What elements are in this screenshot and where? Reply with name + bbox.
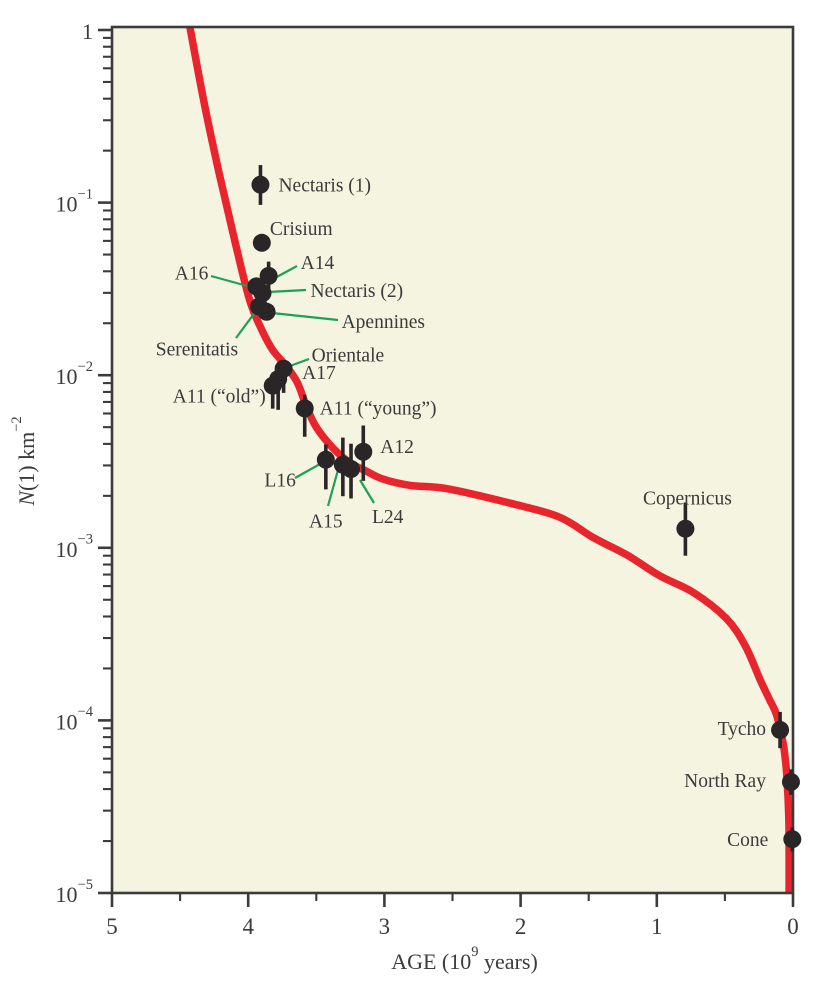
point-group-a11-young: [295, 394, 314, 437]
l24-point: [342, 460, 361, 479]
orientale-label: Orientale: [312, 345, 385, 366]
nectaris-1-label: Nectaris (1): [278, 175, 371, 196]
cone-point: [783, 830, 802, 849]
point-group-a14: [259, 261, 298, 292]
point-group-nectaris-1: [251, 165, 270, 205]
a11-young-point: [295, 399, 314, 418]
axis-ticks: [98, 28, 795, 907]
serenitatis-leader-line: [235, 310, 257, 339]
point-group-copernicus: [676, 502, 695, 556]
plot-border: [110, 25, 795, 895]
north-ray-label: North Ray: [684, 770, 766, 791]
x-axis-title: AGE (109 years): [391, 944, 538, 974]
l16-point: [316, 450, 335, 469]
x-tick-label: 3: [379, 914, 391, 939]
point-group-a11-old: [263, 376, 282, 409]
north-ray-point: [781, 772, 800, 791]
crisium-point: [252, 233, 271, 252]
l16-label: L16: [264, 470, 296, 491]
a14-point: [259, 266, 278, 285]
point-group-apennines: [257, 302, 339, 322]
copernicus-label: Copernicus: [643, 488, 732, 509]
l24-leader-line: [359, 479, 375, 504]
l24-label: L24: [372, 507, 404, 528]
x-tick-label: 4: [242, 914, 254, 939]
a14-label: A14: [301, 252, 335, 273]
a12-label: A12: [380, 436, 414, 457]
y-tick-label: 10−1: [56, 186, 93, 216]
x-tick-label: 1: [651, 914, 663, 939]
point-group-l24: [342, 443, 375, 504]
a11-young-label: A11 (“young”): [320, 398, 437, 419]
apennines-label: Apennines: [342, 311, 425, 332]
point-group-l16: [294, 444, 335, 490]
nectaris-2-label: Nectaris (2): [311, 281, 404, 302]
orientale-leader-line: [289, 357, 310, 368]
data-points: [210, 165, 802, 852]
point-group-north-ray: [781, 769, 800, 795]
x-tick-label: 0: [787, 914, 799, 939]
y-tick-label: 10−3: [56, 532, 93, 562]
a16-leader-line: [210, 274, 252, 289]
a15-leader-line: [326, 469, 340, 507]
point-group-tycho: [771, 711, 790, 749]
apennines-point: [257, 302, 276, 321]
nectaris-2-leader-line: [267, 288, 307, 294]
cone-label: Cone: [727, 830, 768, 851]
point-group-cone: [783, 827, 802, 852]
apennines-leader-line: [271, 311, 339, 322]
y-axis-title: N(1) km−2: [9, 416, 39, 506]
a16-label: A16: [175, 263, 209, 284]
a12-point: [354, 442, 373, 461]
a11-old-label: A11 (“old”): [173, 386, 266, 407]
point-group-a12: [354, 425, 373, 481]
y-tick-label: 1: [82, 19, 93, 44]
x-tick-label: 2: [515, 914, 527, 939]
a17-label: A17: [302, 363, 336, 384]
tycho-label: Tycho: [718, 718, 766, 739]
y-tick-label: 10−2: [56, 359, 93, 389]
y-tick-label: 10−4: [56, 704, 94, 734]
serenitatis-label: Serenitatis: [156, 339, 238, 360]
copernicus-point: [676, 519, 695, 538]
plot-area: [112, 27, 793, 893]
crisium-label: Crisium: [270, 218, 333, 239]
a15-label: A15: [309, 511, 343, 532]
x-tick-label: 5: [106, 914, 118, 939]
a11-old-point: [263, 376, 282, 395]
tycho-point: [771, 720, 790, 739]
nectaris-1-point: [251, 175, 270, 194]
y-tick-label: 10−5: [56, 877, 93, 907]
point-group-crisium: [252, 233, 271, 252]
l16-leader-line: [294, 463, 321, 479]
